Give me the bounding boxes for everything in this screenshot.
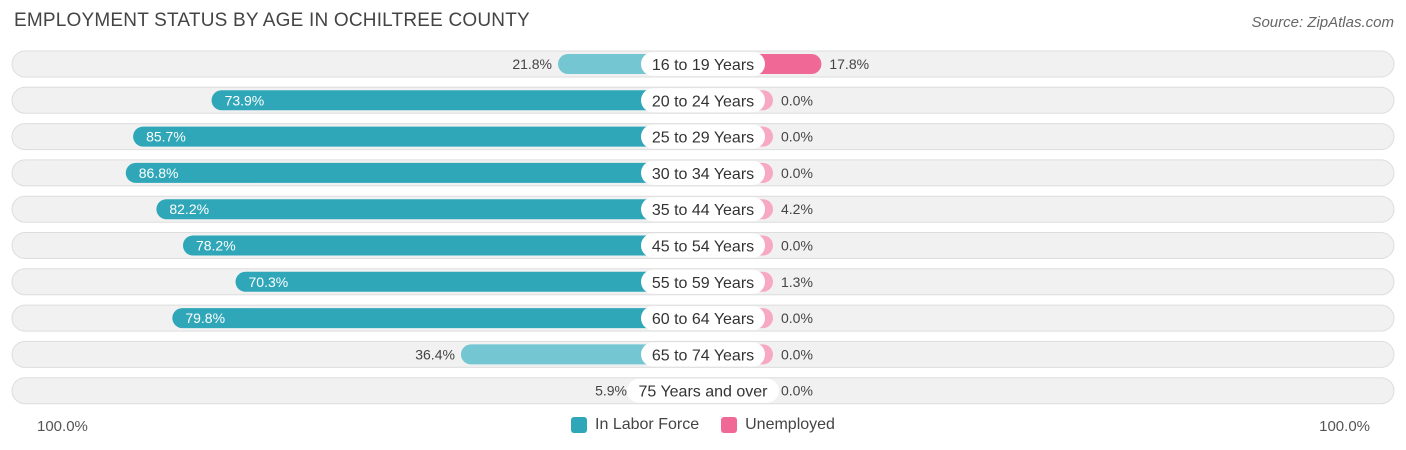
- category-pill: [641, 52, 765, 76]
- category-pill: [627, 378, 779, 403]
- category-pill: [641, 306, 765, 331]
- value-label-labor-force: 82.2%: [169, 201, 209, 217]
- chart-row: 73.9% 0.0% 20 to 24 Years: [11, 86, 1395, 114]
- legend-label-labor: In Labor Force: [595, 416, 700, 433]
- value-label-unemployed: 0.0%: [781, 383, 813, 399]
- chart-row: 36.4% 0.0% 65 to 74 Years: [11, 340, 1395, 368]
- bar-labor-force: [182, 235, 704, 256]
- legend-swatch-labor: [571, 417, 588, 433]
- legend-item-unemployed[interactable]: Unemployed: [721, 416, 835, 434]
- legend-label-unemployed: Unemployed: [745, 416, 835, 433]
- value-label-labor-force: 85.7%: [146, 129, 186, 145]
- value-label-labor-force: 79.8%: [185, 310, 225, 326]
- category-pill: [641, 197, 765, 222]
- value-label-labor-force: 21.8%: [512, 56, 552, 72]
- category-label: 20 to 24 Years: [652, 93, 754, 110]
- chart-row: 5.9% 0.0% 75 Years and over: [11, 377, 1395, 405]
- axis-left-label: 100.0%: [37, 418, 88, 435]
- bar-labor-force: [156, 199, 703, 220]
- category-pill: [641, 342, 765, 367]
- bar-labor-force: [235, 271, 703, 292]
- category-label: 55 to 59 Years: [652, 275, 754, 292]
- chart-row: 70.3% 1.3% 55 to 59 Years: [11, 268, 1395, 296]
- value-label-unemployed: 0.0%: [781, 92, 813, 108]
- chart-area: 21.8% 17.8% 16 to 19 Years 73.9% 0.0% 20 to 2…: [11, 50, 1395, 405]
- category-label: 30 to 34 Years: [652, 166, 754, 183]
- category-label: 25 to 29 Years: [652, 130, 754, 147]
- chart-row: 78.2% 0.0% 45 to 54 Years: [11, 232, 1395, 259]
- value-label-unemployed: 0.0%: [781, 165, 813, 181]
- axis-right-label: 100.0%: [1319, 418, 1370, 435]
- chart-row: 79.8% 0.0% 60 to 64 Years: [11, 304, 1395, 332]
- value-label-unemployed: 0.0%: [781, 238, 813, 254]
- value-label-unemployed: 17.8%: [829, 56, 869, 72]
- category-pill: [641, 124, 765, 149]
- value-label-unemployed: 1.3%: [781, 274, 813, 290]
- bar-labor-force: [172, 308, 703, 329]
- value-label-unemployed: 4.2%: [781, 201, 813, 217]
- value-label-unemployed: 0.0%: [781, 310, 813, 326]
- chart-row: 85.7% 0.0% 25 to 29 Years: [11, 123, 1395, 151]
- category-label: 75 Years and over: [639, 384, 769, 401]
- source-label: Source: ZipAtlas.com: [1251, 14, 1394, 31]
- category-pill: [641, 269, 765, 294]
- bar-labor-force: [125, 162, 703, 183]
- chart-row: 82.2% 4.2% 35 to 44 Years: [11, 195, 1395, 223]
- category-pill: [641, 88, 765, 113]
- category-pill: [641, 160, 765, 185]
- category-label: 45 to 54 Years: [652, 239, 754, 256]
- legend-swatch-unemployed: [721, 417, 738, 433]
- value-label-labor-force: 73.9%: [225, 92, 265, 108]
- legend: In Labor Force Unemployed: [0, 416, 1406, 434]
- chart-row: 21.8% 17.8% 16 to 19 Years: [11, 50, 1395, 78]
- category-label: 16 to 19 Years: [652, 57, 754, 74]
- chart-row: 86.8% 0.0% 30 to 34 Years: [11, 159, 1395, 187]
- value-label-labor-force: 70.3%: [249, 274, 289, 290]
- category-label: 65 to 74 Years: [652, 347, 754, 364]
- bar-labor-force: [133, 126, 704, 147]
- category-label: 35 to 44 Years: [652, 202, 754, 219]
- value-label-labor-force: 5.9%: [595, 383, 627, 399]
- value-label-labor-force: 78.2%: [196, 238, 236, 254]
- category-pill: [641, 233, 765, 258]
- category-label: 60 to 64 Years: [652, 311, 754, 328]
- bar-labor-force: [211, 90, 703, 111]
- value-label-labor-force: 36.4%: [415, 346, 455, 362]
- value-label-unemployed: 0.0%: [781, 129, 813, 145]
- value-label-unemployed: 0.0%: [781, 346, 813, 362]
- value-label-labor-force: 86.8%: [139, 165, 179, 181]
- legend-item-labor[interactable]: In Labor Force: [571, 416, 699, 434]
- chart-title: EMPLOYMENT STATUS BY AGE IN OCHILTREE CO…: [14, 10, 530, 31]
